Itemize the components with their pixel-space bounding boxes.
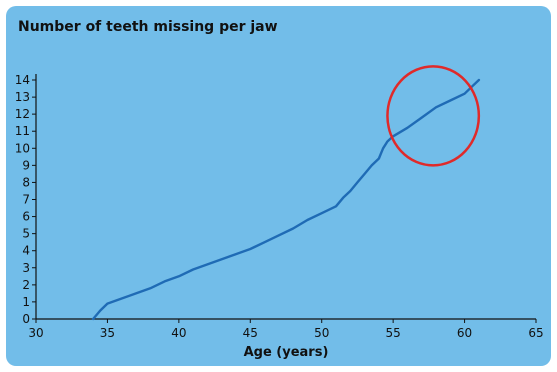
y-tick-label: 6 xyxy=(22,210,30,224)
x-tick-label: 45 xyxy=(243,326,258,340)
y-tick-label: 12 xyxy=(15,107,30,121)
highlight-ellipse xyxy=(386,65,481,167)
x-tick-label: 60 xyxy=(457,326,472,340)
x-tick-label: 30 xyxy=(28,326,43,340)
y-tick-label: 3 xyxy=(22,261,30,275)
y-tick-label: 7 xyxy=(22,193,30,207)
y-tick-label: 4 xyxy=(22,244,30,258)
x-tick-label: 65 xyxy=(528,326,543,340)
chart-title: Number of teeth missing per jaw xyxy=(18,19,278,35)
y-tick-label: 13 xyxy=(15,90,30,104)
y-tick-label: 14 xyxy=(15,73,30,87)
series-line xyxy=(91,78,481,321)
x-tick-label: 50 xyxy=(314,326,329,340)
chart-panel: Number of teeth missing per jaw 30 35 40 45… xyxy=(6,6,551,366)
x-axis-title: Age (years) xyxy=(244,345,329,360)
x-tick-label: 55 xyxy=(386,326,401,340)
y-tick-label: 1 xyxy=(22,295,30,309)
x-tick-label: 35 xyxy=(100,326,115,340)
y-tick-label: 5 xyxy=(22,227,30,241)
y-tick-label: 9 xyxy=(22,158,30,172)
y-tick-label: 8 xyxy=(22,175,30,189)
y-tick-label: 2 xyxy=(22,278,30,292)
y-tick-label: 10 xyxy=(15,141,30,155)
x-tick-label: 40 xyxy=(171,326,186,340)
y-tick-label: 0 xyxy=(22,312,30,326)
y-tick-label: 11 xyxy=(15,124,30,138)
